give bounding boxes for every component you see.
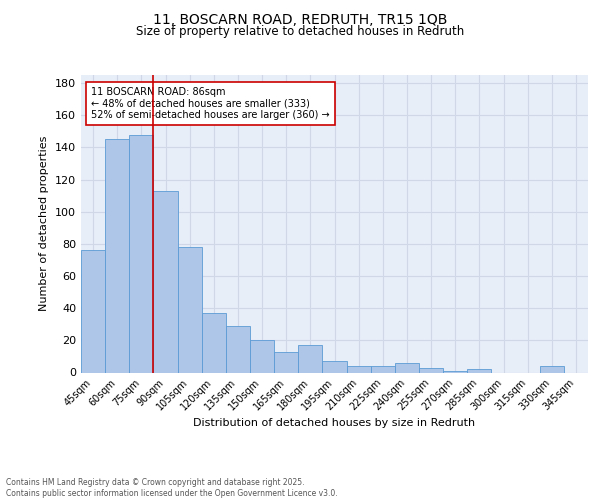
Bar <box>202 313 226 372</box>
Bar <box>154 191 178 372</box>
Bar <box>347 366 371 372</box>
Y-axis label: Number of detached properties: Number of detached properties <box>40 136 49 312</box>
Bar <box>81 250 105 372</box>
Text: 11 BOSCARN ROAD: 86sqm
← 48% of detached houses are smaller (333)
52% of semi-de: 11 BOSCARN ROAD: 86sqm ← 48% of detached… <box>91 87 330 120</box>
Text: Contains HM Land Registry data © Crown copyright and database right 2025.
Contai: Contains HM Land Registry data © Crown c… <box>6 478 338 498</box>
Bar <box>298 345 322 372</box>
Bar <box>395 363 419 372</box>
Bar <box>274 352 298 372</box>
Text: 11, BOSCARN ROAD, REDRUTH, TR15 1QB: 11, BOSCARN ROAD, REDRUTH, TR15 1QB <box>153 12 447 26</box>
Bar <box>250 340 274 372</box>
X-axis label: Distribution of detached houses by size in Redruth: Distribution of detached houses by size … <box>193 418 476 428</box>
Bar <box>226 326 250 372</box>
Bar <box>467 370 491 372</box>
Bar <box>540 366 564 372</box>
Bar <box>322 361 347 372</box>
Bar <box>419 368 443 372</box>
Bar <box>178 247 202 372</box>
Text: Size of property relative to detached houses in Redruth: Size of property relative to detached ho… <box>136 25 464 38</box>
Bar <box>443 371 467 372</box>
Bar <box>129 134 154 372</box>
Bar <box>105 140 129 372</box>
Bar <box>371 366 395 372</box>
